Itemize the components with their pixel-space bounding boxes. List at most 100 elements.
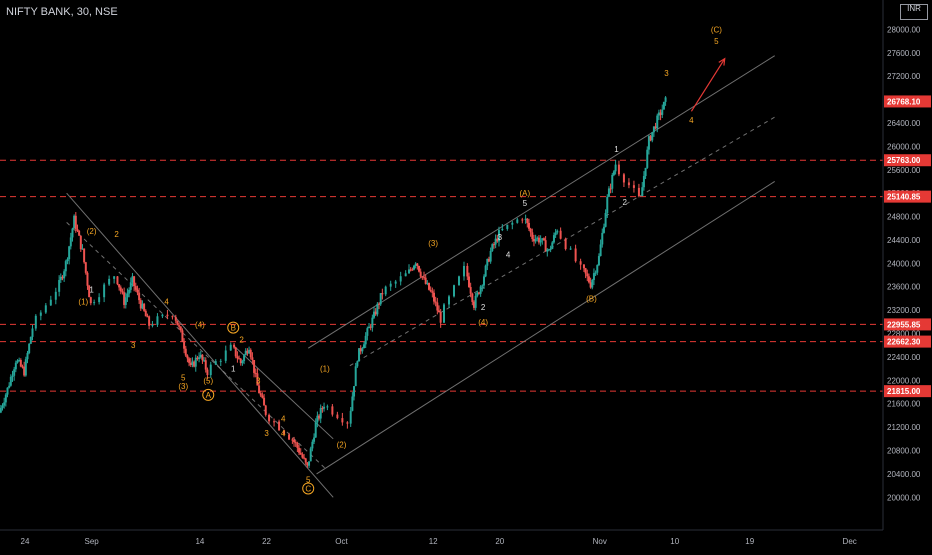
candle-body: [146, 316, 149, 318]
candle-body: [98, 297, 101, 303]
time-tick-label: Sep: [85, 537, 100, 546]
candle-body: [353, 386, 356, 397]
candle-body: [129, 282, 132, 290]
candle-body: [73, 215, 76, 229]
candle-body: [447, 296, 450, 305]
candle-body: [24, 359, 27, 376]
projection-arrow-head: [718, 57, 726, 66]
candle-body: [321, 408, 324, 410]
candle-body: [433, 292, 436, 302]
price-tick-label: 24800.00: [887, 213, 921, 222]
candle-body: [134, 286, 137, 290]
candle-body: [203, 360, 206, 362]
candle-body: [64, 261, 67, 272]
candle-body: [156, 316, 159, 325]
wave-label: 1: [89, 286, 94, 295]
level-price-badge-box: [884, 385, 931, 398]
wave-label: C: [305, 484, 311, 493]
candle-body: [74, 215, 77, 230]
candle-body: [26, 353, 29, 360]
time-tick-label: 19: [745, 537, 754, 546]
candle-body: [614, 164, 617, 172]
candle-body: [601, 232, 604, 245]
wave-label: 4: [281, 429, 286, 438]
candle-body: [256, 373, 259, 386]
price-candles: [0, 96, 667, 469]
candle-body: [574, 248, 577, 262]
candle-body: [214, 361, 217, 365]
candle-body: [487, 258, 490, 262]
wave-label: 5: [306, 476, 311, 485]
candle-body: [123, 292, 126, 305]
candle-body: [181, 330, 184, 342]
projection-arrow: [690, 57, 726, 112]
candle-body: [547, 249, 550, 251]
price-tick-label: 28000.00: [887, 25, 921, 34]
candle-body: [29, 336, 32, 344]
candle-body: [358, 348, 361, 362]
candle-body: [426, 282, 429, 284]
candle-body: [63, 271, 66, 279]
candle-body: [506, 224, 509, 229]
candle-body: [196, 357, 199, 360]
candle-body: [541, 238, 544, 241]
candle-body: [457, 276, 460, 286]
candle-body: [381, 293, 384, 295]
candle-body: [323, 406, 326, 409]
candle-body: [497, 230, 500, 242]
candle-body: [442, 304, 445, 323]
candle-body: [489, 250, 492, 262]
candle-body: [179, 326, 182, 331]
price-tick-label: 20800.00: [887, 447, 921, 456]
candle-body: [384, 286, 387, 295]
level-price-badge-box: [884, 335, 931, 348]
candle-body: [14, 362, 17, 370]
candle-body: [4, 394, 7, 403]
candle-body: [371, 317, 374, 328]
candle-body: [136, 289, 139, 293]
candle-body: [479, 286, 482, 294]
price-tick-label: 27200.00: [887, 72, 921, 81]
wave-label: (4): [478, 318, 488, 327]
candle-body: [374, 311, 377, 315]
candle-body: [637, 187, 640, 197]
wave-label: 1: [231, 365, 236, 374]
candle-body: [138, 292, 141, 301]
candle-body: [263, 397, 266, 406]
candle-body: [428, 282, 431, 290]
candle-body: [527, 222, 530, 229]
wave-label-circle: [227, 321, 240, 334]
candle-body: [501, 228, 504, 231]
candle-body: [54, 291, 57, 300]
candle-body: [249, 349, 252, 358]
candle-body: [591, 279, 594, 288]
candle-body: [119, 287, 122, 292]
candle-body: [206, 369, 209, 376]
wave-label: (3): [178, 382, 188, 391]
price-axis[interactable]: 20000.00 20400.00 20800.00 21200.00 21600.00…: [882, 0, 931, 530]
time-axis[interactable]: 24 Sep 14 22 Oct 12 20 Nov 10 19 Dec: [0, 529, 883, 546]
level-price-badge: 22662.30: [887, 338, 921, 347]
candle-body: [121, 291, 124, 293]
candle-body: [299, 452, 302, 455]
wave-label: A: [206, 391, 212, 400]
candle-body: [58, 280, 61, 292]
candle-body: [472, 301, 475, 308]
candle-body: [176, 320, 179, 326]
candle-body: [413, 265, 416, 270]
candle-body: [28, 343, 31, 354]
currency-badge[interactable]: INR: [900, 4, 928, 20]
candle-body: [139, 300, 142, 309]
candle-body: [606, 196, 609, 213]
candle-body: [587, 276, 590, 283]
candle-body: [264, 405, 267, 415]
wave-label: (A): [519, 189, 530, 198]
price-tick-label: 24400.00: [887, 236, 921, 245]
candle-body: [261, 395, 264, 398]
candle-body: [69, 237, 72, 247]
candle-body: [481, 285, 484, 287]
candle-body: [326, 406, 329, 408]
candle-body: [544, 240, 547, 252]
